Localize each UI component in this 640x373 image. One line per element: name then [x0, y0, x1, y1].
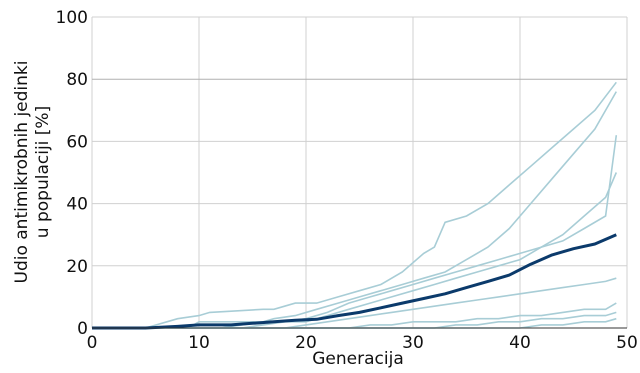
y-tick-label: 100 [56, 8, 88, 28]
grid-lines [91, 16, 628, 329]
y-tick-label: 20 [66, 257, 88, 277]
run-line-2 [92, 91, 617, 329]
x-tick-label: 40 [509, 333, 531, 353]
x-tick-label: 0 [87, 333, 98, 353]
y-axis-label-line-1: Udio antimikrobnih jedinki [12, 61, 32, 284]
y-tick-label: 40 [66, 195, 88, 215]
x-tick-label: 10 [188, 333, 210, 353]
y-tick-label: 80 [66, 70, 88, 90]
y-tick-label: 0 [77, 319, 88, 339]
run-line-6 [92, 302, 617, 329]
run-line-5 [92, 277, 617, 329]
x-tick-label: 50 [616, 333, 638, 353]
mean-line-group [92, 233, 617, 330]
tick-labels: 0 10 20 30 40 50 0 20 40 60 80 100 [56, 8, 638, 353]
y-axis-label-line-2: u populaciji [%] [33, 106, 53, 238]
x-tick-label: 30 [402, 333, 424, 353]
mean-line [92, 233, 617, 330]
x-axis-label: Generacija [312, 349, 403, 369]
y-tick-label: 60 [66, 132, 88, 152]
x-tick-label: 20 [295, 333, 317, 353]
run-lines [92, 81, 618, 329]
run-line-1 [92, 81, 617, 329]
